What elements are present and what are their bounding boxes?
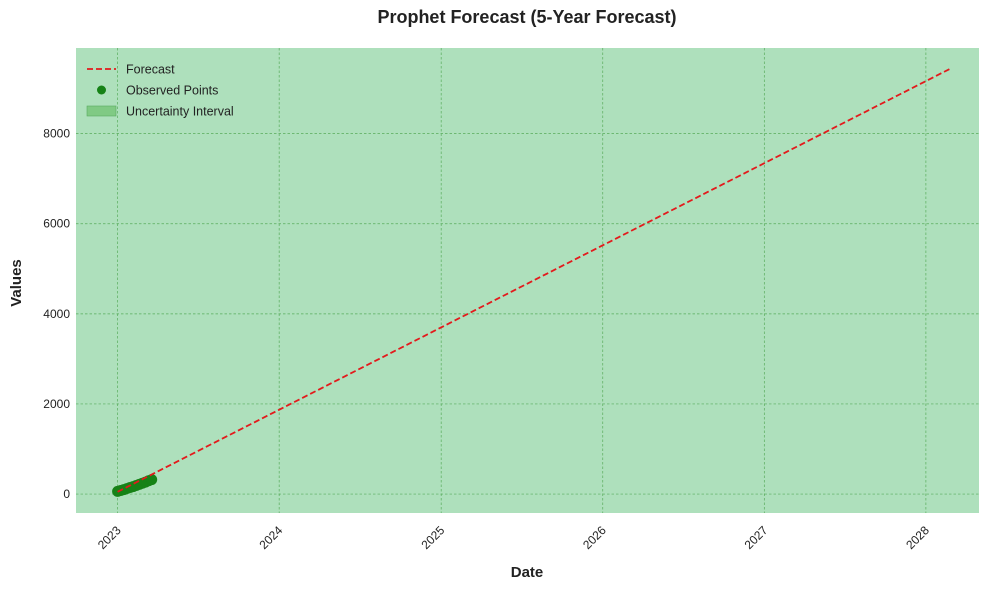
uncertainty-band (76, 48, 979, 513)
observed-point (146, 474, 158, 486)
y-tick-label: 2000 (43, 397, 70, 411)
series-layer (76, 48, 979, 513)
y-tick-label: 8000 (43, 127, 70, 141)
forecast-line (117, 67, 953, 493)
legend: Forecast Observed Points Uncertainty Inter… (86, 63, 234, 119)
x-tick-label: 2026 (580, 523, 609, 552)
y-axis: 0 2000 4000 6000 8000 (43, 127, 70, 501)
y-tick-label: 6000 (43, 217, 70, 231)
legend-observed-swatch (97, 85, 106, 95)
x-tick-label: 2023 (95, 523, 124, 552)
x-tick-label: 2027 (742, 523, 771, 552)
x-tick-label: 2028 (903, 523, 932, 552)
y-tick-label: 0 (63, 487, 70, 501)
legend-label: Forecast (126, 63, 175, 77)
grid (76, 48, 979, 513)
legend-label: Observed Points (126, 84, 218, 98)
chart-title: Prophet Forecast (5-Year Forecast) (377, 7, 676, 27)
legend-label: Uncertainty Interval (126, 105, 234, 119)
y-axis-label: Values (8, 259, 25, 307)
x-tick-label: 2024 (257, 523, 286, 552)
x-tick-label: 2025 (419, 523, 448, 552)
legend-uncertainty-swatch (86, 105, 117, 117)
y-tick-label: 4000 (43, 307, 70, 321)
x-axis-label: Date (511, 564, 544, 581)
x-axis: 2023 2024 2025 2026 2027 2028 (95, 523, 932, 552)
